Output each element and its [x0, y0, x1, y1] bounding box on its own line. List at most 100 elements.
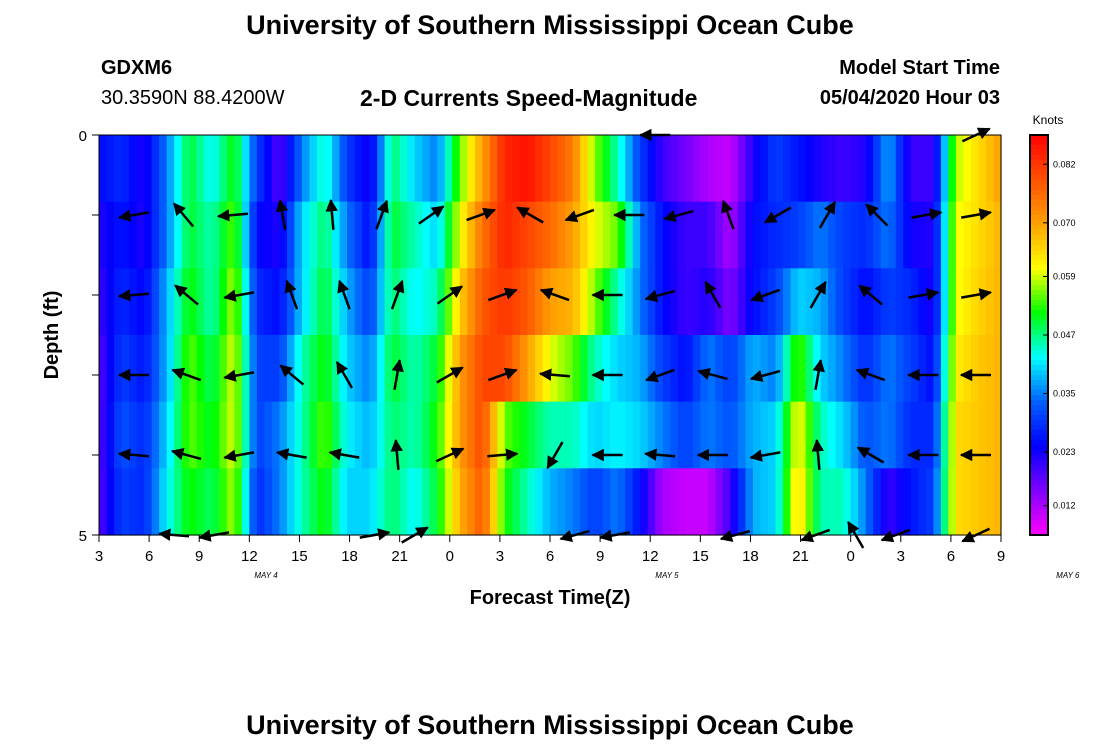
current-vector [645, 368, 675, 383]
heatmap-cell [512, 468, 521, 536]
heatmap-cell [565, 335, 574, 403]
colorbar-tick-label: 0.082 [1053, 159, 1076, 169]
heatmap-cell [955, 335, 965, 403]
heatmap-cell [655, 268, 664, 336]
heatmap-cell [482, 401, 491, 469]
colorbar: 0.082 0.070 0.059 0.047 0.035 0.023 0.012 [1029, 134, 1076, 536]
heatmap-cell [144, 201, 153, 269]
heatmap-cell [324, 268, 333, 336]
heatmap-cell [835, 268, 844, 336]
colorbar-segment [1030, 225, 1048, 231]
current-vector [960, 208, 993, 221]
heatmap-cell [647, 335, 656, 403]
heatmap-cell [474, 401, 483, 469]
current-vector [216, 209, 249, 222]
heatmap-cell [392, 401, 401, 469]
heatmap-cell [707, 401, 716, 469]
heatmap-cell [489, 401, 498, 469]
heatmap-cell [610, 135, 619, 203]
heatmap-cell [459, 335, 468, 403]
heatmap-cell [114, 268, 123, 336]
heatmap-cell [324, 335, 333, 403]
heatmap-cell [339, 468, 348, 536]
colorbar-segment [1030, 300, 1048, 306]
heatmap-cell [497, 268, 506, 336]
heatmap-cell [595, 401, 604, 469]
colorbar-segment [1030, 305, 1048, 311]
heatmap-cell [467, 401, 476, 469]
current-vector [435, 447, 465, 463]
colorbar-segment [1030, 155, 1048, 161]
heatmap-cell [737, 135, 747, 203]
heatmap-cell [429, 335, 438, 403]
heatmap-cell [369, 468, 378, 536]
heatmap-cell [843, 468, 852, 536]
heatmap-cell [670, 335, 679, 403]
heatmap-cell [955, 468, 965, 536]
heatmap-cell [625, 468, 634, 536]
heatmap-cell [339, 201, 348, 269]
heatmap-cell [655, 201, 664, 269]
heatmap-cell [557, 201, 566, 269]
heatmap-cell [512, 401, 521, 469]
colorbar-segment [1030, 480, 1048, 486]
heatmap-cell [895, 201, 904, 269]
heatmap-cell [858, 135, 867, 203]
current-vector [436, 285, 464, 305]
heatmap-cell [775, 201, 784, 269]
heatmap-cell [459, 201, 468, 269]
heatmap-cell [534, 401, 544, 469]
heatmap-cell [760, 335, 769, 403]
heatmap-cell [99, 401, 108, 469]
heatmap-cell [264, 401, 273, 469]
heatmap-cell [775, 401, 784, 469]
heatmap-cell [625, 135, 634, 203]
heatmap-cell [114, 401, 123, 469]
heatmap-cell [662, 401, 671, 469]
colorbar-segment [1030, 195, 1048, 201]
heatmap-cell [256, 468, 265, 536]
heatmap-cell [316, 268, 326, 336]
colorbar-segment [1030, 450, 1048, 456]
heatmap-cell [301, 135, 311, 203]
heatmap-cell [565, 401, 574, 469]
current-vector [644, 289, 676, 303]
current-vector [390, 279, 405, 310]
heatmap-cell [196, 335, 205, 403]
colorbar-segment [1030, 220, 1048, 226]
colorbar-segment [1030, 190, 1048, 196]
heatmap-cell [474, 135, 483, 203]
station-coordinates: 30.3590N 88.4200W [101, 87, 285, 109]
heatmap-cell [144, 335, 153, 403]
heatmap-cell [587, 201, 596, 269]
heatmap-cell [354, 135, 363, 203]
heatmap-cell [798, 135, 807, 203]
heatmap-cell [121, 268, 130, 336]
heatmap-cell [835, 135, 844, 203]
heatmap-cell [730, 135, 739, 203]
heatmap-cell [775, 468, 784, 536]
x-tick-label: 3 [897, 548, 905, 565]
heatmap-cell [121, 135, 130, 203]
heatmap-cell [407, 468, 416, 536]
heatmap-cell [805, 201, 814, 269]
heatmap-cell [790, 335, 799, 403]
heatmap-cell [985, 201, 995, 269]
colorbar-segment [1030, 345, 1048, 351]
colorbar-segment [1030, 170, 1048, 176]
heatmap-cell [737, 268, 747, 336]
heatmap-cell [602, 268, 611, 336]
heatmap-cell [294, 201, 303, 269]
heatmap-cell [805, 468, 814, 536]
heatmap-cell [384, 335, 393, 403]
heatmap-cell [309, 201, 318, 269]
heatmap-cell [241, 335, 250, 403]
heatmap-cell [234, 335, 243, 403]
heatmap-cell [970, 135, 980, 203]
heatmap-cell [136, 201, 145, 269]
heatmap-cell [249, 135, 258, 203]
heatmap-cell [189, 401, 198, 469]
heatmap-cell [114, 335, 123, 403]
heatmap-cell [414, 135, 423, 203]
heatmap-cell [557, 468, 566, 536]
